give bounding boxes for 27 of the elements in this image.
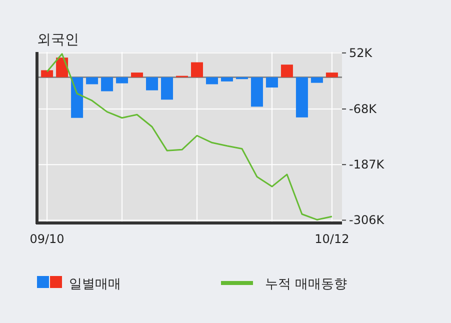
- x-tick-label: 09/10: [30, 232, 64, 246]
- bar: [310, 77, 323, 83]
- y-tick-label: -68K: [349, 102, 378, 116]
- y-tick-label: -306K: [349, 213, 386, 228]
- bar: [266, 77, 278, 88]
- bar: [41, 70, 54, 78]
- bar: [220, 77, 233, 82]
- bar: [116, 77, 128, 84]
- bar: [250, 77, 263, 107]
- bar: [326, 72, 338, 78]
- legend-label: 누적 매매동향: [265, 277, 348, 292]
- bar: [71, 77, 84, 118]
- x-tick-label: 10/12: [314, 232, 350, 246]
- bar: [206, 77, 218, 84]
- bar: [191, 62, 203, 78]
- y-tick-label: 52K: [349, 46, 374, 60]
- legend-일별매매: 일별매매: [37, 276, 121, 292]
- chart-title: 외국인: [37, 32, 79, 48]
- bar: [280, 64, 293, 78]
- bar: [86, 77, 98, 84]
- bar: [161, 77, 174, 100]
- legend-label: 일별매매: [69, 277, 121, 292]
- bar: [101, 77, 114, 92]
- bar: [146, 77, 158, 90]
- y-tick-label: -187K: [349, 158, 386, 172]
- bar: [131, 72, 144, 78]
- bar: [296, 77, 308, 118]
